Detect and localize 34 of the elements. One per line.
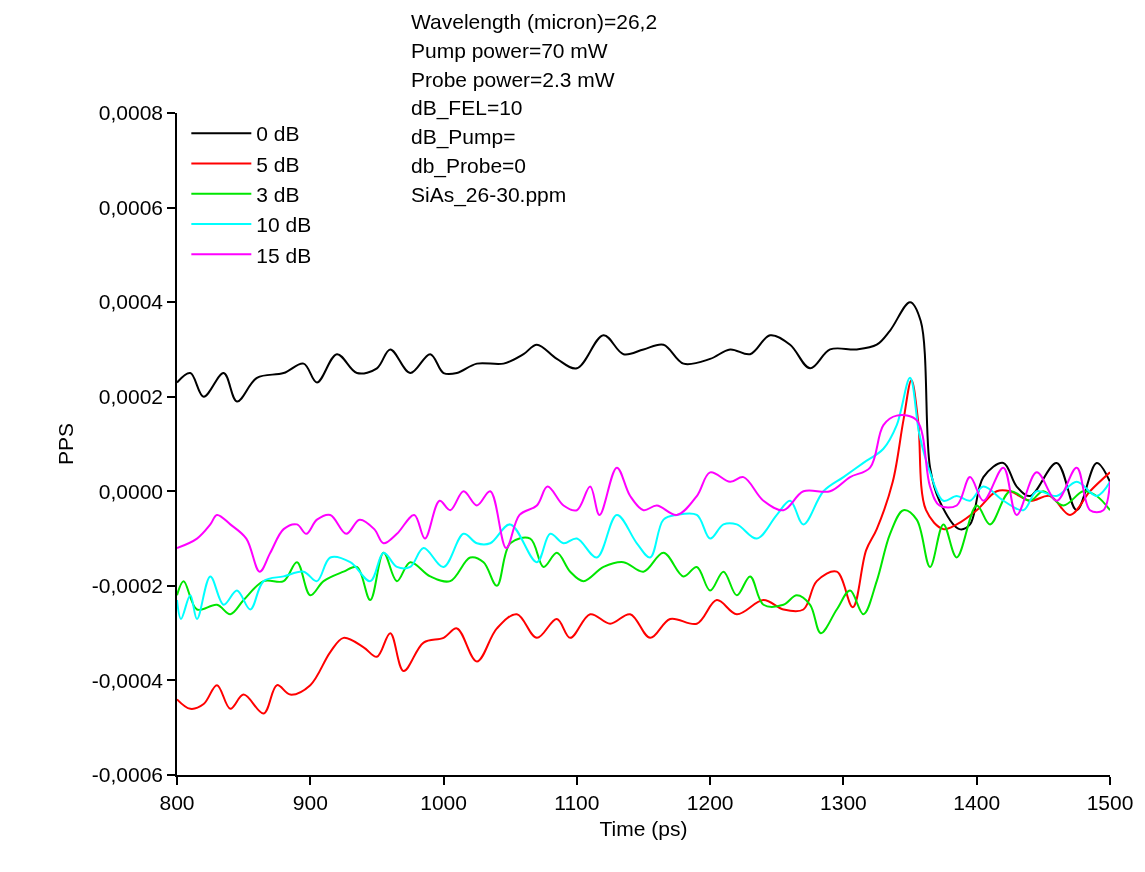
y-tick-label: -0,0002 xyxy=(91,574,164,598)
legend-label: 0 dB xyxy=(256,122,300,146)
line-series xyxy=(177,376,1110,620)
y-tick-label: 0,0004 xyxy=(98,290,164,314)
x-axis-title: Time (ps) xyxy=(599,816,688,840)
y-tick-label: 0,0002 xyxy=(98,385,164,409)
x-tick-label: 1500 xyxy=(1086,790,1134,814)
y-tick-label: -0,0004 xyxy=(91,668,164,692)
legend-label: 15 dB xyxy=(256,243,312,267)
annotation: SiAs_26-30.ppm xyxy=(411,183,567,207)
line-series xyxy=(177,414,1110,573)
x-tick-label: 900 xyxy=(292,790,328,814)
y-tick-label: -0,0006 xyxy=(91,763,164,787)
text: Wavelength (micron)=26,2 xyxy=(411,10,658,33)
legend-label: 5 dB xyxy=(256,152,300,176)
text: Pump power=70 mW xyxy=(411,39,608,62)
x-tick-label: 800 xyxy=(159,790,195,814)
legend-label: 10 dB xyxy=(256,213,312,237)
annotation: dB_Pump= xyxy=(411,125,516,149)
y-tick-label: 0,0008 xyxy=(98,101,164,125)
legend-label: 3 dB xyxy=(256,182,300,206)
x-tick-label: 1000 xyxy=(420,790,467,814)
line-series xyxy=(177,490,1110,635)
y-tick-label: 0,0000 xyxy=(98,479,164,503)
annotation: dB_FEL=10 xyxy=(411,96,523,120)
annotation: db_Probe=0 xyxy=(411,154,527,178)
x-tick-label: 1300 xyxy=(820,790,867,814)
y-axis-title: PPS xyxy=(54,422,78,466)
x-tick-label: 1100 xyxy=(554,790,600,814)
text: Probe power=2.3 mW xyxy=(411,68,615,91)
line-series xyxy=(177,379,1110,715)
y-tick-label: 0,0006 xyxy=(98,195,164,219)
x-tick-label: 1200 xyxy=(686,790,734,814)
x-tick-label: 1400 xyxy=(953,790,1001,814)
